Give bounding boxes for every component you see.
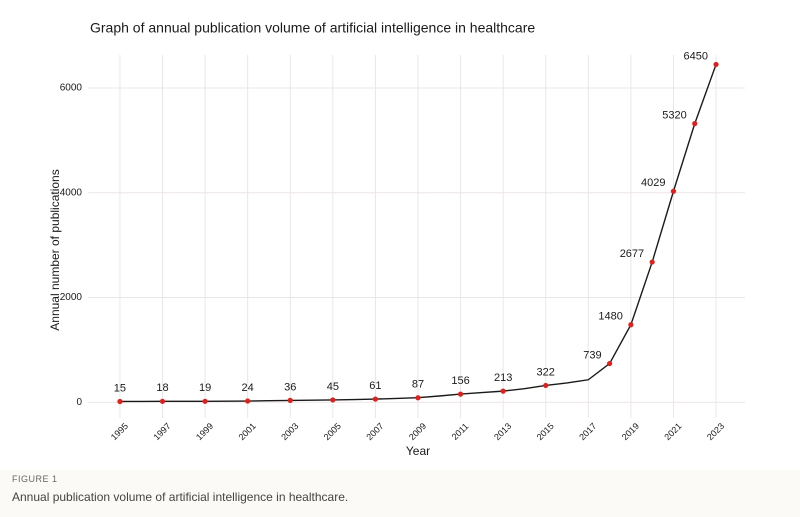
data-point — [670, 188, 677, 194]
data-point — [202, 398, 208, 404]
y-tick-label: 6000 — [60, 83, 83, 94]
data-point — [500, 388, 506, 394]
data-point — [457, 391, 464, 397]
data-label: 213 — [494, 372, 512, 384]
data-point — [372, 396, 379, 402]
y-axis-label: Annual number of publications — [48, 169, 62, 330]
data-point — [159, 398, 166, 404]
data-point — [287, 397, 293, 403]
data-label: 18 — [156, 382, 168, 394]
data-label: 19 — [199, 382, 211, 394]
data-label: 6450 — [684, 50, 708, 62]
data-label: 24 — [242, 382, 254, 394]
data-label: 2677 — [620, 248, 644, 260]
x-axis-label: Year — [406, 444, 430, 458]
data-label: 739 — [583, 349, 601, 361]
data-label: 322 — [537, 366, 555, 378]
y-tick-label: 0 — [76, 397, 82, 408]
data-label: 36 — [284, 381, 296, 393]
data-point — [415, 395, 421, 401]
data-point — [117, 398, 123, 405]
y-tick-label: 4000 — [60, 187, 83, 198]
data-point — [245, 398, 251, 404]
chart-title: Graph of annual publication volume of ar… — [90, 20, 535, 36]
data-point — [692, 121, 698, 127]
figure-caption: Annual publication volume of artificial … — [12, 490, 349, 504]
data-label: 4029 — [641, 177, 665, 189]
data-point — [606, 360, 613, 367]
data-point — [713, 61, 719, 68]
data-label: 87 — [412, 379, 424, 391]
chart: Graph of annual publication volume of ar… — [0, 0, 800, 470]
data-point — [649, 259, 655, 265]
data-label: 15 — [114, 382, 126, 394]
data-label: 156 — [451, 375, 469, 387]
data-label: 45 — [327, 381, 339, 393]
figure-label: FIGURE 1 — [12, 474, 58, 484]
data-label: 5320 — [662, 110, 686, 122]
data-label: 61 — [369, 380, 381, 392]
data-label: 1480 — [598, 311, 622, 323]
chart-background — [0, 0, 800, 470]
data-point — [543, 382, 549, 389]
data-point — [628, 322, 634, 328]
y-tick-label: 2000 — [60, 292, 83, 303]
data-point — [330, 397, 336, 403]
